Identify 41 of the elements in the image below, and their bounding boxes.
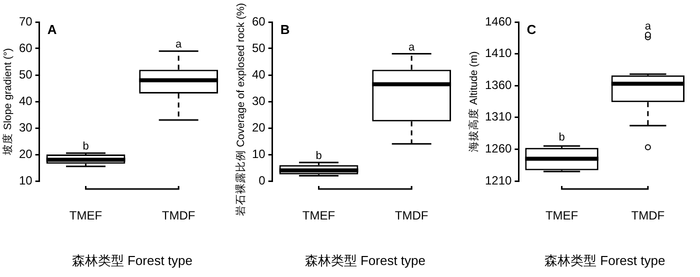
x-tick-label: TMEF [545, 208, 578, 223]
x-tick-label: TMDF [394, 208, 428, 223]
chart-title: A [47, 22, 58, 38]
x-axis-title: 森林类型 Forest type [544, 252, 666, 268]
y-tick-label: 1410 [484, 46, 512, 60]
y-tick-label: 10 [18, 173, 33, 188]
y-tick-label: 60 [252, 14, 266, 28]
x-tick-label: TMDF [631, 208, 665, 223]
y-axis-title: 岩石裸露比例 Coverage of explosed rock (%) [234, 2, 247, 216]
y-tick-label: 70 [18, 14, 33, 28]
annotation: a [644, 20, 652, 32]
annotation: a [408, 41, 416, 54]
x-tick-label: TMEF [302, 208, 336, 223]
x-tick-label: TMEF [69, 208, 102, 223]
chart-title: C [526, 22, 537, 38]
y-tick-label: 20 [18, 146, 33, 161]
x-axis-title: 森林类型 Forest type [304, 252, 426, 268]
annotation: a [176, 38, 183, 51]
x-axis-title: 森林类型 Forest type [72, 252, 192, 268]
annotation: b [316, 150, 322, 162]
y-tick-label: 50 [252, 40, 266, 55]
y-tick-label: 30 [18, 120, 33, 134]
y-tick-label: 20 [252, 120, 266, 134]
chart-title: B [280, 22, 290, 38]
y-tick-label: 40 [252, 67, 266, 82]
y-tick-label: 50 [18, 67, 33, 82]
y-tick-label: 60 [18, 40, 33, 55]
y-tick-label: 10 [252, 146, 266, 161]
y-tick-label: 30 [252, 94, 266, 108]
y-tick-label: 0 [258, 173, 266, 188]
y-tick-label: 1210 [484, 173, 512, 188]
y-tick-label: 1460 [484, 14, 512, 28]
x-tick-label: TMDF [162, 208, 196, 223]
y-axis-title: 海拔高度 Altitude (m) [466, 51, 480, 152]
y-tick-label: 1310 [484, 110, 512, 124]
y-tick-label: 1360 [484, 78, 512, 92]
y-axis-title: 坡度 Slope gradient (°) [0, 48, 14, 156]
annotation: b [558, 132, 565, 144]
y-tick-label: 1260 [484, 142, 512, 156]
annotation: b [82, 140, 89, 153]
y-tick-label: 40 [18, 94, 33, 108]
